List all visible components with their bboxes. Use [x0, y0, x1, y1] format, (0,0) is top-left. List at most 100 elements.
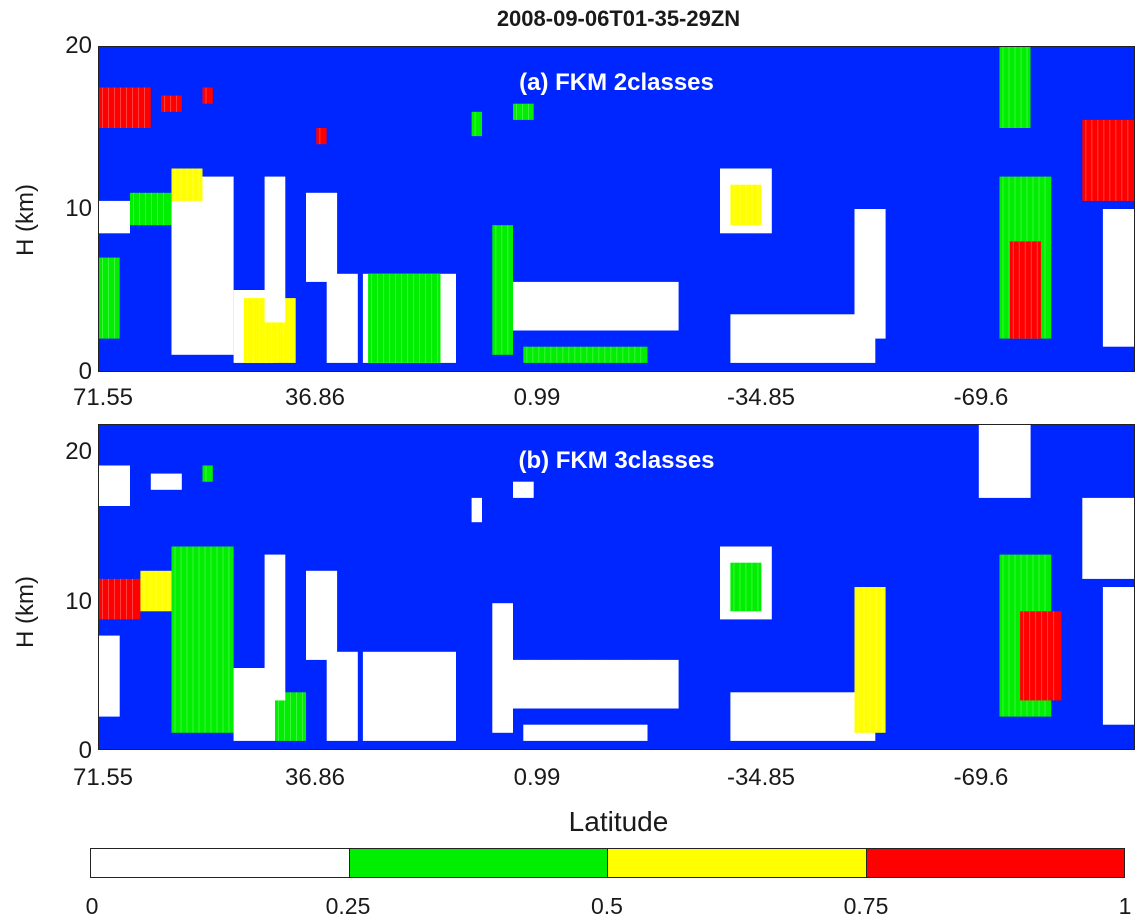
heatmap-texture-line — [236, 668, 238, 741]
xtick-b-4: -69.6 — [953, 764, 1009, 791]
heatmap-texture-line — [1044, 176, 1046, 339]
heatmap-cell — [99, 200, 130, 234]
heatmap-texture-line — [733, 692, 735, 741]
heatmap-texture-line — [273, 554, 275, 701]
heatmap-texture-line — [522, 281, 523, 331]
heatmap-texture-line — [1014, 47, 1016, 128]
heatmap-texture-line — [576, 659, 577, 709]
colorbar-tick-1: 0.25 — [325, 893, 371, 919]
heatmap-texture-line — [151, 192, 152, 226]
heatmap-texture-line — [841, 692, 843, 741]
heatmap-texture-line — [666, 659, 667, 709]
heatmap-texture-line — [216, 176, 218, 355]
heatmap-texture-line — [1117, 587, 1119, 725]
heatmap-texture-line — [246, 298, 248, 363]
heatmap-texture-line — [763, 692, 765, 741]
heatmap-texture-line — [133, 192, 134, 226]
colorbar-tick-3: 0.75 — [843, 893, 889, 919]
heatmap-cell — [99, 257, 120, 339]
heatmap-texture-line — [186, 176, 188, 355]
heatmap-texture-line — [341, 273, 343, 363]
heatmap-texture-line — [751, 184, 753, 226]
heatmap-texture-line — [425, 651, 427, 741]
heatmap-texture-line — [120, 578, 121, 620]
colorbar-tick-0: 0 — [85, 893, 99, 919]
heatmap-texture-line — [763, 314, 765, 363]
heatmap-texture-line — [108, 578, 109, 620]
heatmap-texture-line — [1105, 209, 1107, 347]
heatmap-texture-line — [847, 692, 849, 741]
heatmap-texture-line — [570, 281, 571, 331]
heatmap-texture-line — [1008, 47, 1010, 128]
heatmap-texture-line — [353, 273, 355, 363]
heatmap-texture-line — [333, 570, 334, 660]
heatmap-texture-line — [516, 659, 517, 709]
heatmap-texture-line — [302, 692, 303, 741]
heatmap-texture-line — [126, 465, 127, 506]
heatmap-texture-line — [1121, 119, 1123, 201]
heatmap-texture-line — [108, 257, 109, 339]
heatmap-texture-line — [546, 659, 547, 709]
heatmap-texture-line — [817, 314, 819, 363]
heatmap-texture-line — [174, 176, 176, 355]
heatmap-texture-line — [618, 659, 619, 709]
heatmap-texture-line — [739, 184, 741, 226]
heatmap-texture-line — [1008, 554, 1010, 717]
colorbar-tick-2: 0.5 — [591, 893, 623, 919]
heatmap-cell — [326, 273, 358, 363]
heatmap-texture-line — [556, 724, 558, 741]
heatmap-texture-line — [869, 587, 871, 733]
heatmap-texture-line — [180, 176, 182, 355]
heatmap-texture-line — [347, 651, 349, 741]
heatmap-texture-line — [636, 281, 637, 331]
heatmap-texture-line — [516, 103, 517, 120]
heatmap-texture-line — [660, 281, 661, 331]
heatmap-texture-line — [881, 209, 883, 339]
heatmap-texture-line — [431, 651, 433, 741]
heatmap-texture-line — [284, 692, 285, 741]
heatmap-texture-line — [474, 111, 476, 137]
heatmap-texture-line — [799, 692, 801, 741]
heatmap-cell — [730, 314, 876, 363]
heatmap-texture-line — [564, 659, 565, 709]
heatmap-texture-line — [1011, 425, 1013, 498]
xtick-a-3: -34.85 — [726, 384, 796, 411]
heatmap-texture-line — [222, 176, 224, 355]
heatmap-texture-line — [594, 659, 595, 709]
heatmap-texture-line — [389, 651, 391, 741]
heatmap-texture-line — [534, 281, 535, 331]
heatmap-texture-line — [729, 546, 730, 620]
heatmap-texture-line — [353, 651, 355, 741]
heatmap-texture-line — [522, 659, 523, 709]
heatmap-texture-line — [612, 659, 613, 709]
heatmap-cell — [140, 570, 172, 612]
heatmap-texture-line — [365, 651, 367, 741]
heatmap-cell — [513, 103, 534, 120]
xtick-a-0: 71.55 — [72, 384, 134, 411]
heatmap-texture-line — [335, 651, 337, 741]
heatmap-texture-line — [580, 346, 582, 363]
heatmap-texture-line — [425, 273, 427, 363]
heatmap-texture-line — [765, 168, 766, 234]
heatmap-texture-line — [648, 659, 649, 709]
panel-b: (b) FKM 3classes — [98, 424, 1135, 750]
heatmap-cell — [1020, 611, 1062, 701]
heatmap-texture-line — [751, 314, 753, 363]
heatmap-texture-line — [443, 273, 445, 363]
heatmap-texture-line — [544, 346, 546, 363]
heatmap-texture-line — [495, 603, 497, 733]
heatmap-texture-line — [143, 570, 145, 612]
heatmap-texture-line — [829, 692, 831, 741]
heatmap-texture-line — [171, 473, 173, 490]
heatmap-texture-line — [132, 578, 133, 620]
heatmap-cell — [978, 425, 1031, 498]
heatmap-texture-line — [102, 578, 103, 620]
heatmap-texture-line — [1121, 497, 1123, 579]
heatmap-texture-line — [264, 298, 266, 363]
heatmap-texture-line — [1097, 119, 1099, 201]
xtick-b-0: 71.55 — [72, 764, 134, 791]
heatmap-cell — [202, 87, 213, 104]
heatmap-texture-line — [1047, 611, 1049, 701]
heatmap-texture-line — [449, 273, 451, 363]
heatmap-texture-line — [1035, 611, 1037, 701]
